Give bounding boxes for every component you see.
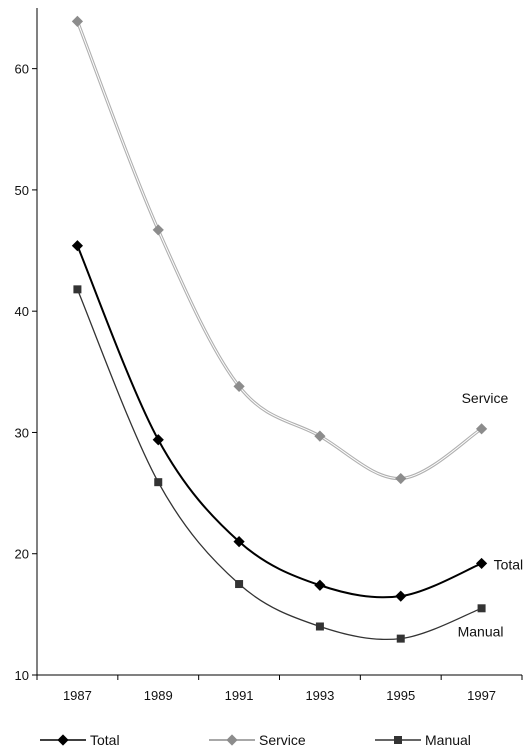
- data-point-total: [71, 240, 84, 252]
- data-point-total: [152, 434, 164, 446]
- x-tick-label: 1997: [467, 688, 496, 703]
- data-point-service: [152, 224, 164, 236]
- data-point-manual: [235, 580, 244, 589]
- data-point-manual: [315, 622, 324, 631]
- legend-item-manual: Manual: [375, 732, 471, 748]
- series-line-service-shadow: [75, 20, 483, 481]
- x-tick-label: 1987: [63, 688, 92, 703]
- legend-item-total: Total: [40, 732, 120, 748]
- series-end-label-service: Service: [462, 390, 509, 406]
- series-layer: [71, 15, 488, 643]
- series-line-total: [76, 245, 482, 599]
- y-tick-label: 40: [15, 304, 29, 319]
- y-axis-ticks: 10 20 30 40 50 60: [15, 62, 37, 683]
- y-tick-label: 60: [15, 62, 29, 77]
- series-end-labels: Total Service Manual: [458, 390, 524, 639]
- data-point-manual: [73, 285, 82, 294]
- y-tick-label: 10: [15, 668, 29, 683]
- data-point-service: [395, 472, 407, 485]
- series-line-manual: [76, 289, 482, 641]
- x-tick-label: 1993: [305, 688, 334, 703]
- y-tick-label: 20: [15, 547, 29, 562]
- x-tick-label: 1989: [144, 688, 173, 703]
- x-tick-label: 1991: [225, 688, 254, 703]
- legend-label-manual: Manual: [425, 732, 471, 748]
- data-point-total: [314, 579, 326, 591]
- legend-item-service: Service: [209, 732, 306, 748]
- x-axis-ticks: 1987 1989 1991 1993 1995 1997: [36, 675, 523, 703]
- data-point-manual: [477, 604, 486, 613]
- data-point-manual: [396, 634, 405, 643]
- legend: Total Service Manual: [40, 732, 471, 748]
- series-manual: [73, 285, 486, 643]
- series-end-label-manual: Manual: [458, 623, 504, 639]
- series-total: [71, 240, 488, 602]
- series-end-label-total: Total: [494, 556, 524, 572]
- data-point-service: [71, 15, 84, 27]
- series-line-service-inner: [76, 21, 482, 480]
- y-tick-label: 50: [15, 183, 29, 198]
- data-point-service: [314, 430, 326, 442]
- legend-swatch-marker: [394, 736, 402, 744]
- data-point-manual: [154, 478, 163, 487]
- data-point-total: [233, 536, 245, 548]
- y-tick-label: 30: [15, 425, 29, 440]
- data-point-service: [233, 380, 245, 392]
- legend-label-total: Total: [90, 732, 120, 748]
- legend-swatch-marker: [57, 734, 69, 746]
- series-service: [71, 15, 488, 485]
- data-point-total: [395, 590, 407, 602]
- data-point-total: [475, 557, 488, 570]
- legend-label-service: Service: [259, 732, 306, 748]
- x-tick-label: 1995: [386, 688, 415, 703]
- legend-swatch-marker: [226, 734, 238, 746]
- data-point-service: [475, 423, 488, 435]
